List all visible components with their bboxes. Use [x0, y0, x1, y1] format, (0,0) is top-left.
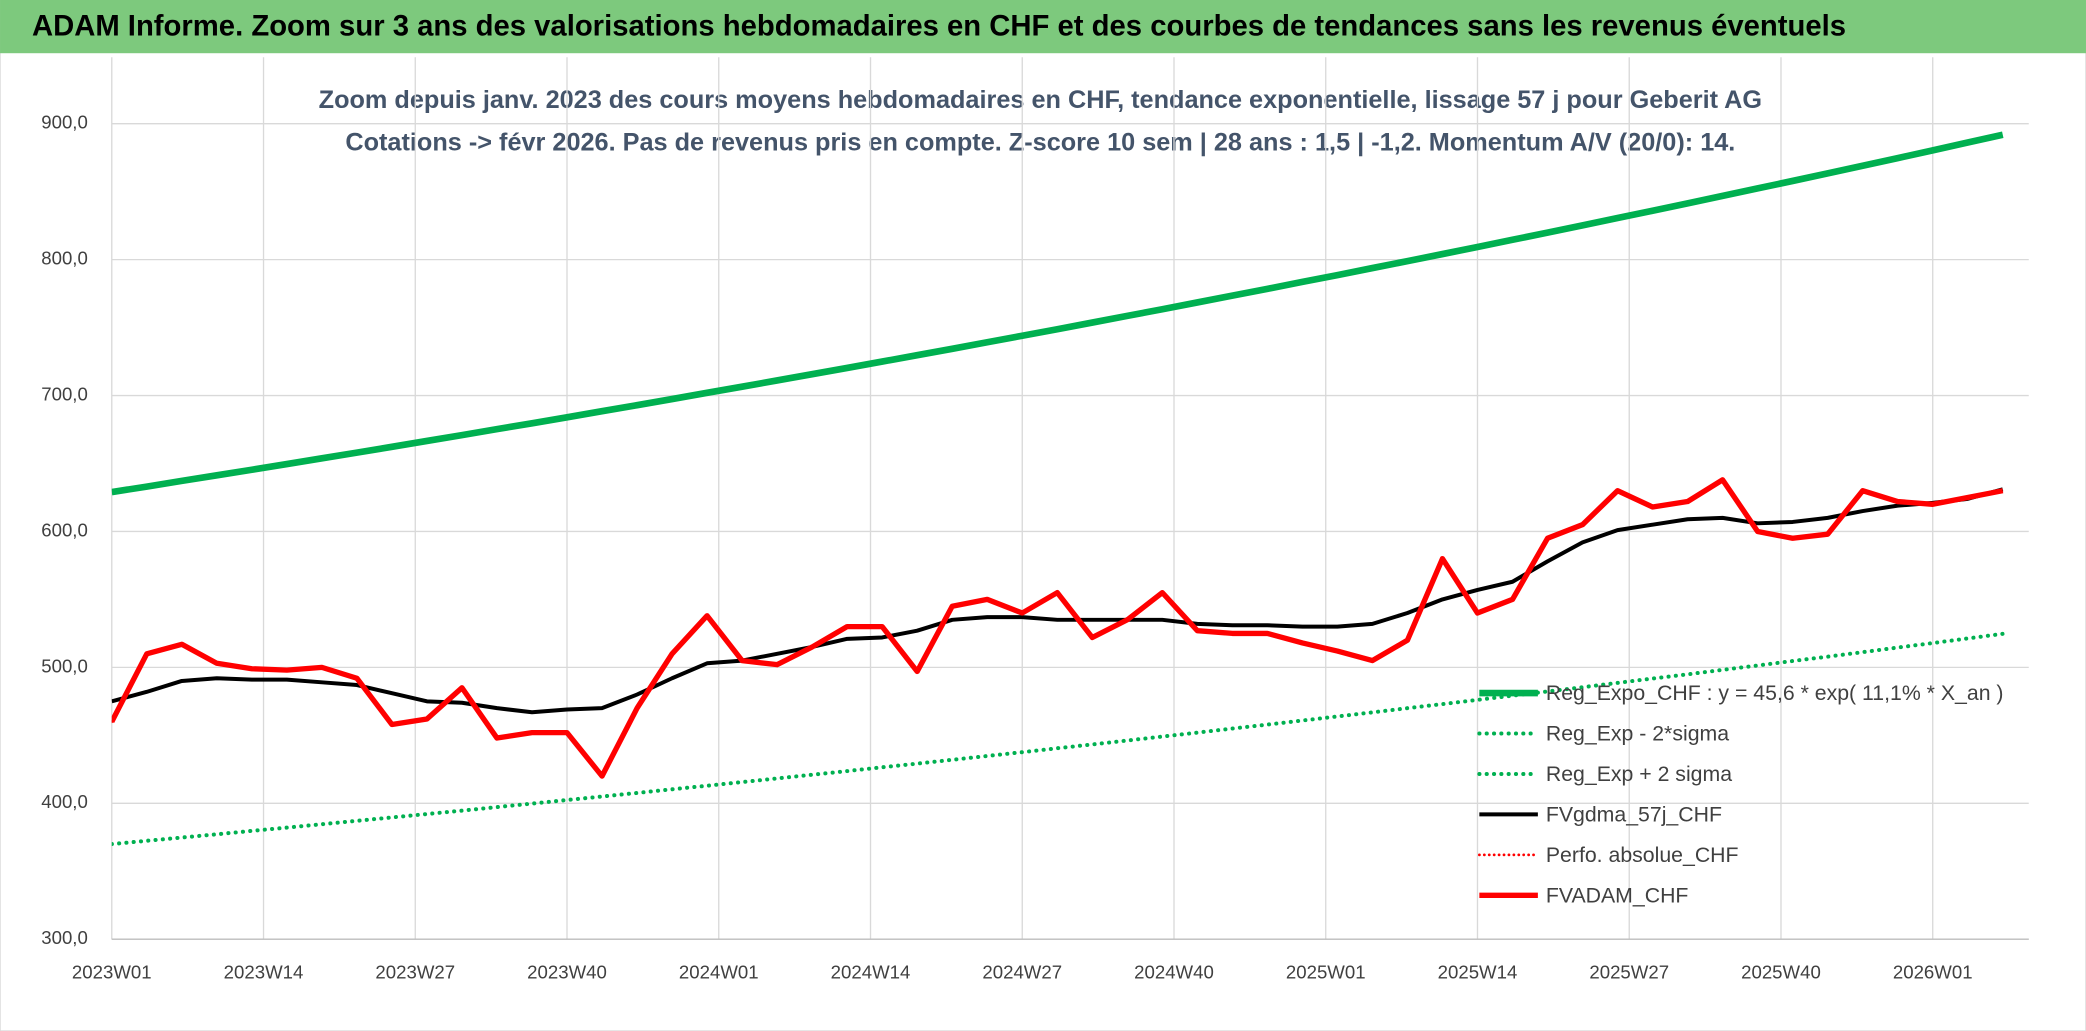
- chart-subtitle: Zoom depuis janv. 2023 des cours moyens …: [319, 86, 1762, 114]
- x-tick-label: 2024W40: [1134, 962, 1214, 983]
- x-tick-label: 2025W40: [1741, 962, 1821, 983]
- plot-area: [111, 131, 2005, 847]
- y-tick-label: 600,0: [41, 519, 88, 540]
- x-tick-label: 2024W01: [679, 962, 759, 983]
- grid: 300,0 400,0 500,0 600,0 700,0 800,0 900,0 2023W…: [41, 57, 2029, 983]
- y-tick-label: 400,0: [41, 791, 88, 812]
- series-line: [111, 131, 2004, 496]
- x-tick-label: 2023W14: [224, 962, 304, 983]
- x-tick-label: 2024W14: [831, 962, 911, 983]
- legend-label: FVgdma_57j_CHF: [1546, 802, 1722, 826]
- legend-label: Reg_Exp + 2 sigma: [1546, 762, 1732, 786]
- y-tick-label: 300,0: [41, 927, 88, 948]
- legend-label: Reg_Exp - 2*sigma: [1546, 721, 1729, 745]
- legend-label: Reg_Expo_CHF : y = 45,6 * exp( 11,1% * X…: [1546, 681, 2004, 705]
- chart-subtitle: Cotations -> févr 2026. Pas de revenus p…: [345, 128, 1735, 156]
- series-line: [111, 487, 2004, 715]
- chart-title: ADAM Informe. Zoom sur 3 ans des valoris…: [32, 11, 1846, 43]
- x-tick-label: 2025W27: [1589, 962, 1669, 983]
- legend-label: Perfo. absolue_CHF: [1546, 843, 1739, 867]
- x-tick-label: 2026W01: [1893, 962, 1973, 983]
- x-tick-label: 2025W01: [1286, 962, 1366, 983]
- x-tick-label: 2023W27: [375, 962, 455, 983]
- x-tick-label: 2023W40: [527, 962, 607, 983]
- y-tick-label: 500,0: [41, 655, 88, 676]
- y-tick-label: 800,0: [41, 248, 88, 269]
- series-line: [111, 631, 2005, 847]
- x-tick-label: 2024W27: [982, 962, 1062, 983]
- title-bar: [0, 0, 2086, 54]
- y-tick-label: 900,0: [41, 112, 88, 133]
- legend: Reg_Expo_CHF : y = 45,6 * exp( 11,1% * X…: [1477, 681, 2004, 907]
- x-tick-label: 2023W01: [72, 962, 152, 983]
- legend-label: FVADAM_CHF: [1546, 883, 1689, 907]
- y-tick-label: 700,0: [41, 383, 88, 404]
- x-tick-label: 2025W14: [1438, 962, 1518, 983]
- series-line: [111, 477, 2004, 779]
